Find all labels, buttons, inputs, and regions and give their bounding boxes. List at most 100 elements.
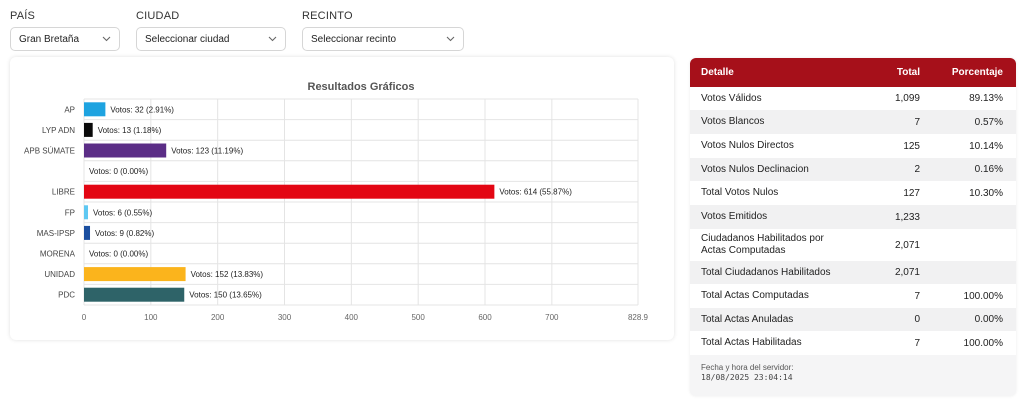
row-label: Votos Nulos Declinacion: [701, 163, 809, 175]
table-row: Votos Nulos Declinacion 2 0.16%: [690, 158, 1016, 181]
row-label: Votos Blancos: [701, 116, 765, 127]
row-percentage: 100.00%: [963, 337, 1003, 349]
x-tick-label: 100: [144, 313, 158, 322]
bar: [84, 122, 93, 137]
row-label: Votos Válidos: [701, 92, 762, 104]
precinct-select-value: Seleccionar recinto: [311, 33, 397, 45]
row-percentage: 0.16%: [974, 164, 1003, 175]
x-tick-label: 828.9: [628, 313, 649, 322]
bar: [84, 184, 495, 199]
country-filter: PAÍS Gran Bretaña: [10, 10, 120, 51]
row-label: Ciudadanos Habilitados por Actas Computa…: [701, 233, 824, 256]
filter-bar: PAÍS Gran Bretaña CIUDAD Seleccionar ciu…: [10, 10, 464, 51]
city-filter: CIUDAD Seleccionar ciudad: [136, 10, 286, 51]
table-row: Ciudadanos Habilitados por Actas Computa…: [690, 229, 1016, 261]
precinct-filter: RECINTO Seleccionar recinto: [302, 10, 464, 51]
bar: [84, 205, 89, 220]
category-label: UNIDAD: [44, 270, 75, 279]
header-detail: Detalle: [701, 67, 734, 78]
x-tick-label: 700: [545, 313, 559, 322]
table-body: Votos Válidos 1,099 89.13% Votos Blancos 7 0.…: [690, 87, 1016, 355]
category-label: MAS-IPSP: [37, 229, 75, 238]
row-percentage: 100.00%: [963, 290, 1003, 302]
row-percentage: 10.30%: [969, 187, 1003, 199]
row-label: Total Ciudadanos Habilitados: [701, 266, 831, 278]
table-row: Votos Emitidos 1,233: [690, 205, 1016, 229]
category-label: FP: [65, 208, 75, 217]
data-label: Votos: 152 (13.83%): [191, 270, 264, 279]
chart-title: Resultados Gráficos: [308, 81, 415, 93]
row-total: 7: [914, 116, 920, 128]
category-label: LIBRE: [52, 188, 75, 197]
header-total: Total: [896, 67, 920, 78]
row-label: Votos Nulos Directos: [701, 140, 794, 151]
row-total: 127: [903, 187, 920, 199]
data-label: Votos: 150 (13.65%): [189, 291, 262, 300]
chevron-down-icon: [267, 34, 277, 44]
bar: [84, 225, 91, 240]
row-total: 7: [914, 290, 920, 302]
row-total: 2,071: [894, 239, 920, 251]
bar: [84, 287, 185, 302]
table-row: Total Actas Habilitadas 7 100.00%: [690, 331, 1016, 355]
x-tick-label: 500: [411, 313, 425, 322]
x-tick-label: 600: [478, 313, 492, 322]
category-label: APB SÚMATE: [24, 147, 75, 156]
row-percentage: 10.14%: [969, 140, 1003, 152]
data-label: Votos: 32 (2.91%): [110, 105, 174, 114]
city-select-value: Seleccionar ciudad: [145, 33, 230, 45]
server-time-value: 18/08/2025 23:04:14: [701, 373, 793, 382]
chevron-down-icon: [101, 34, 111, 44]
country-select-value: Gran Bretaña: [19, 33, 80, 45]
table-row: Total Actas Anuladas 0 0.00%: [690, 308, 1016, 331]
data-label: Votos: 614 (55.87%): [499, 188, 572, 197]
row-label: Total Votos Nulos: [701, 187, 779, 198]
table-header: Detalle Total Porcentaje: [690, 58, 1016, 87]
server-time-label: Fecha y hora del servidor:: [701, 363, 794, 372]
row-percentage: 0.00%: [974, 314, 1003, 325]
x-tick-label: 0: [82, 313, 87, 322]
data-label: Votos: 9 (0.82%): [95, 229, 154, 238]
row-total: 1,233: [894, 211, 920, 223]
table-row: Total Votos Nulos 127 10.30%: [690, 181, 1016, 205]
country-select[interactable]: Gran Bretaña: [10, 27, 120, 51]
row-total: 125: [903, 140, 920, 152]
row-percentage: 89.13%: [969, 93, 1003, 104]
bar: [84, 143, 167, 158]
city-filter-label: CIUDAD: [136, 10, 180, 22]
table-row: Votos Nulos Directos 125 10.14%: [690, 134, 1016, 158]
city-select[interactable]: Seleccionar ciudad: [136, 27, 286, 51]
category-label: MORENA: [40, 250, 76, 259]
data-label: Votos: 123 (11.19%): [171, 147, 243, 156]
country-filter-label: PAÍS: [10, 10, 36, 22]
table-row: Total Ciudadanos Habilitados 2,071: [690, 261, 1016, 284]
x-tick-label: 200: [211, 313, 225, 322]
results-table-card: Detalle Total Porcentaje Votos Válidos 1,…: [690, 58, 1016, 396]
results-bar-chart: Resultados Gráficos 0 100 200 300 400 500 600 70…: [24, 81, 649, 322]
server-time-footer: Fecha y hora del servidor: 18/08/2025 23…: [690, 355, 1016, 391]
row-label: Total Actas Computadas: [701, 290, 809, 301]
data-label: Votos: 13 (1.18%): [98, 126, 162, 135]
row-percentage: 0.57%: [974, 116, 1003, 128]
data-label: Votos: 0 (0.00%): [89, 167, 148, 176]
row-label: Votos Emitidos: [701, 211, 768, 222]
row-total: 2: [914, 164, 920, 175]
data-label: Votos: 0 (0.00%): [89, 250, 148, 259]
precinct-select[interactable]: Seleccionar recinto: [302, 27, 464, 51]
header-percentage: Porcentaje: [951, 67, 1003, 78]
precinct-filter-label: RECINTO: [302, 10, 353, 22]
row-total: 0: [914, 314, 920, 325]
row-total: 1,099: [894, 93, 920, 104]
table-row: Total Actas Computadas 7 100.00%: [690, 284, 1016, 308]
data-label: Votos: 6 (0.55%): [93, 208, 152, 217]
x-tick-label: 400: [345, 313, 359, 322]
results-chart-card: Resultados Gráficos 0 100 200 300 400 500 600 70…: [10, 57, 674, 340]
row-total: 2,071: [894, 267, 920, 278]
row-label: Total Actas Anuladas: [701, 313, 794, 325]
bar: [84, 267, 186, 282]
table-row: Votos Blancos 7 0.57%: [690, 110, 1016, 134]
chevron-down-icon: [445, 34, 455, 44]
row-label: Total Actas Habilitadas: [701, 337, 802, 348]
category-label: LYP ADN: [42, 126, 75, 135]
table-row: Votos Válidos 1,099 89.13%: [690, 87, 1016, 110]
